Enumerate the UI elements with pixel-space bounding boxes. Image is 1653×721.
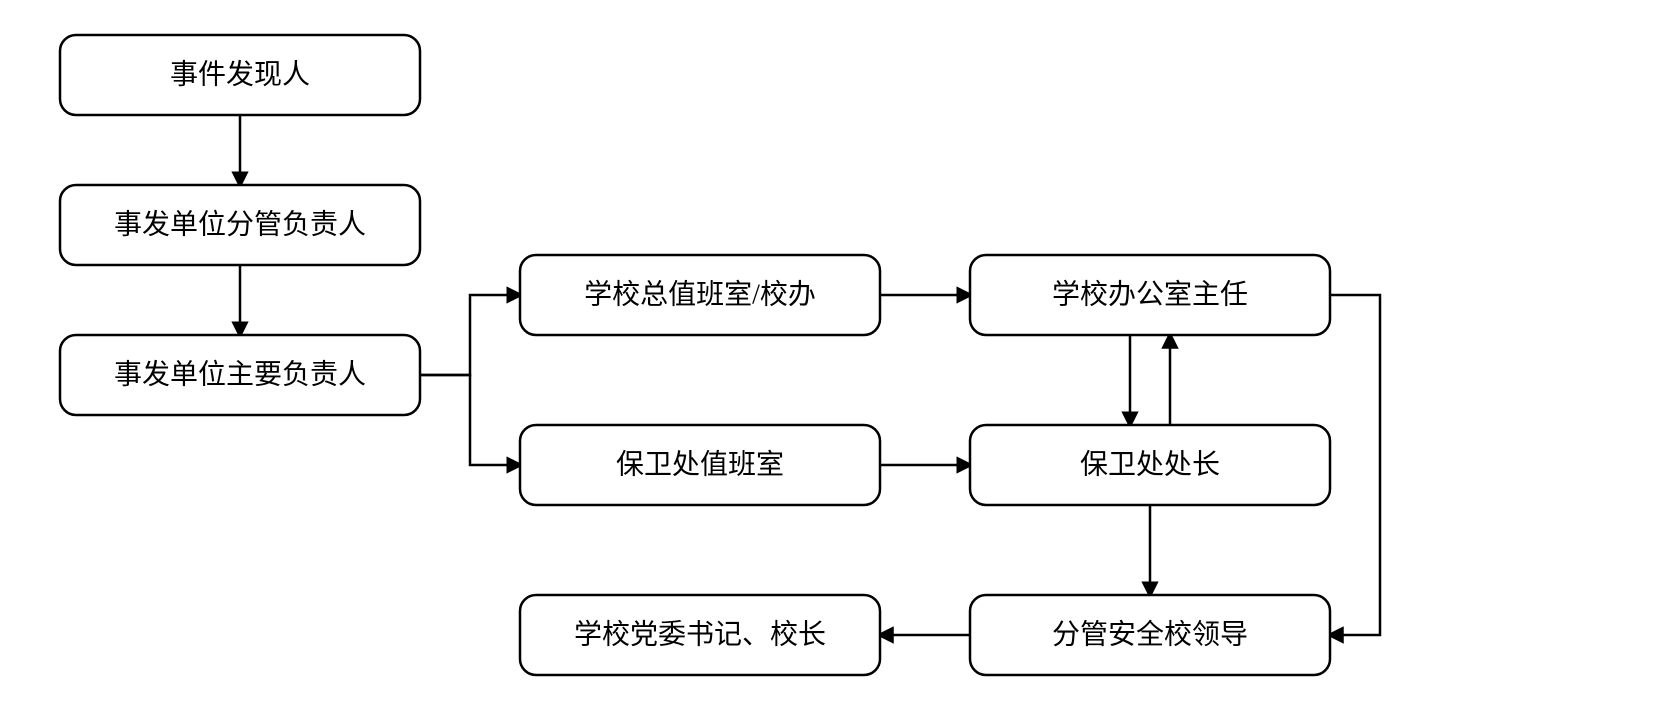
edge-n6-n8 (1330, 295, 1380, 635)
node-n3: 事发单位主要负责人 (60, 335, 420, 415)
node-label: 学校总值班室/校办 (584, 278, 816, 310)
node-n4: 学校总值班室/校办 (520, 255, 880, 335)
node-n5: 保卫处值班室 (520, 425, 880, 505)
node-label: 保卫处值班室 (616, 448, 784, 480)
node-n7: 保卫处处长 (970, 425, 1330, 505)
nodes: 事件发现人事发单位分管负责人事发单位主要负责人学校总值班室/校办保卫处值班室学校… (60, 35, 1330, 675)
node-n2: 事发单位分管负责人 (60, 185, 420, 265)
node-label: 事发单位主要负责人 (114, 358, 366, 390)
node-label: 保卫处处长 (1080, 448, 1220, 480)
edge-n3-n5 (420, 375, 520, 465)
node-label: 分管安全校领导 (1052, 618, 1248, 650)
node-label: 学校办公室主任 (1052, 278, 1248, 310)
node-label: 事件发现人 (170, 58, 310, 90)
node-n6: 学校办公室主任 (970, 255, 1330, 335)
node-n8: 分管安全校领导 (970, 595, 1330, 675)
edge-n3-n4 (420, 295, 520, 375)
node-label: 事发单位分管负责人 (114, 208, 366, 240)
node-n9: 学校党委书记、校长 (520, 595, 880, 675)
flowchart: 事件发现人事发单位分管负责人事发单位主要负责人学校总值班室/校办保卫处值班室学校… (0, 0, 1653, 721)
node-n1: 事件发现人 (60, 35, 420, 115)
node-label: 学校党委书记、校长 (574, 618, 826, 650)
